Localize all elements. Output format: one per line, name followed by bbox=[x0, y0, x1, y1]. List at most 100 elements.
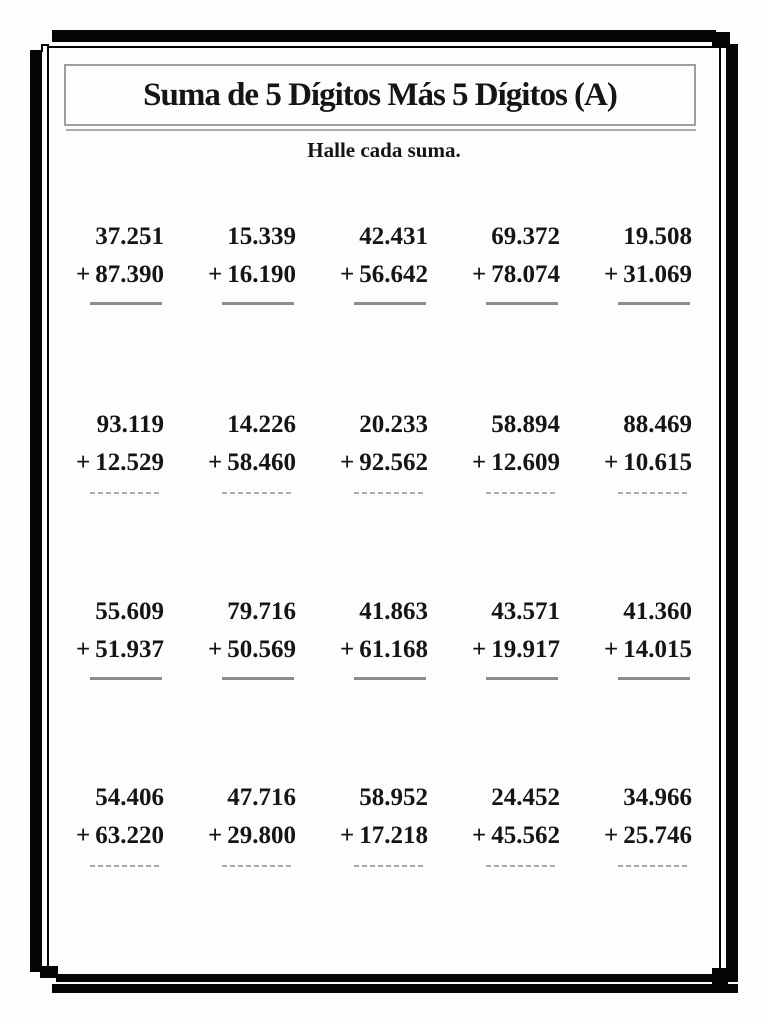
addend-bottom: 17.218 bbox=[359, 822, 428, 849]
addend-top: 24.452 bbox=[491, 784, 560, 811]
answer-line bbox=[618, 677, 690, 680]
addition-problem: 41.360 +14.015 bbox=[568, 593, 700, 680]
addend-top: 19.508 bbox=[623, 223, 692, 250]
plus-operator: + bbox=[208, 449, 223, 476]
addition-problem: 79.716 +50.569 bbox=[172, 593, 304, 680]
addend-top: 14.226 bbox=[227, 411, 296, 438]
answer-line bbox=[90, 492, 162, 494]
title-box: Suma de 5 Dígitos Más 5 Dígitos (A) bbox=[64, 64, 696, 126]
addend-bottom: 19.917 bbox=[491, 636, 560, 663]
addend-bottom: 61.168 bbox=[359, 636, 428, 663]
addition-problem: 93.119 +12.529 bbox=[40, 406, 172, 494]
addend-top: 34.966 bbox=[623, 784, 692, 811]
addend-top: 43.571 bbox=[491, 598, 560, 625]
plus-operator: + bbox=[208, 822, 223, 849]
addend-bottom: 56.642 bbox=[359, 261, 428, 288]
plus-operator: + bbox=[340, 261, 355, 288]
plus-operator: + bbox=[604, 822, 619, 849]
addend-top: 58.894 bbox=[491, 411, 560, 438]
addend-top: 47.716 bbox=[227, 784, 296, 811]
answer-line bbox=[90, 677, 162, 680]
addend-top: 54.406 bbox=[95, 784, 164, 811]
addend-top: 37.251 bbox=[95, 223, 164, 250]
addend-top: 93.119 bbox=[96, 411, 164, 438]
answer-line bbox=[354, 492, 426, 494]
addend-top: 69.372 bbox=[491, 223, 560, 250]
addend-bottom: 78.074 bbox=[491, 261, 560, 288]
plus-operator: + bbox=[76, 822, 91, 849]
addition-problem: 19.508 +31.069 bbox=[568, 218, 700, 305]
addend-top: 20.233 bbox=[359, 411, 428, 438]
addend-top: 41.863 bbox=[359, 598, 428, 625]
answer-line bbox=[222, 492, 294, 494]
plus-operator: + bbox=[340, 636, 355, 663]
answer-line bbox=[354, 677, 426, 680]
addition-problem: 34.966 +25.746 bbox=[568, 779, 700, 867]
plus-operator: + bbox=[340, 822, 355, 849]
plus-operator: + bbox=[604, 261, 619, 288]
page-title: Suma de 5 Dígitos Más 5 Dígitos (A) bbox=[143, 76, 618, 113]
addition-problem: 47.716 +29.800 bbox=[172, 779, 304, 867]
addend-top: 88.469 bbox=[623, 411, 692, 438]
plus-operator: + bbox=[76, 449, 91, 476]
answer-line bbox=[486, 492, 558, 494]
addend-bottom: 29.800 bbox=[227, 822, 296, 849]
answer-line bbox=[354, 302, 426, 305]
addend-bottom: 63.220 bbox=[95, 822, 164, 849]
plus-operator: + bbox=[604, 636, 619, 663]
answer-line bbox=[90, 302, 162, 305]
instruction-text: Halle cada suma. bbox=[307, 138, 461, 162]
addition-problem: 24.452 +45.562 bbox=[436, 779, 568, 867]
problem-row-4: 54.406 +63.220 47.716 +29.800 58.952 +17… bbox=[40, 779, 700, 867]
answer-line bbox=[90, 865, 162, 867]
addend-top: 79.716 bbox=[227, 598, 296, 625]
problem-row-1: 37.251 +87.390 15.339 +16.190 42.431 +56… bbox=[40, 218, 700, 305]
addend-bottom: 31.069 bbox=[623, 261, 692, 288]
answer-line bbox=[618, 865, 690, 867]
addend-bottom: 50.569 bbox=[227, 636, 296, 663]
addend-bottom: 25.746 bbox=[623, 822, 692, 849]
plus-operator: + bbox=[472, 822, 487, 849]
addend-top: 55.609 bbox=[95, 598, 164, 625]
addition-problem: 14.226 +58.460 bbox=[172, 406, 304, 494]
problem-row-2: 93.119 +12.529 14.226 +58.460 20.233 +92… bbox=[40, 406, 700, 494]
plus-operator: + bbox=[472, 449, 487, 476]
plus-operator: + bbox=[472, 636, 487, 663]
answer-line bbox=[354, 865, 426, 867]
addition-problem: 15.339 +16.190 bbox=[172, 218, 304, 305]
answer-line bbox=[618, 302, 690, 305]
plus-operator: + bbox=[208, 261, 223, 288]
plus-operator: + bbox=[604, 449, 619, 476]
addend-bottom: 10.615 bbox=[623, 449, 692, 476]
addition-problem: 58.952 +17.218 bbox=[304, 779, 436, 867]
addition-problem: 55.609 +51.937 bbox=[40, 593, 172, 680]
addition-problem: 20.233 +92.562 bbox=[304, 406, 436, 494]
answer-line bbox=[222, 677, 294, 680]
addend-top: 42.431 bbox=[359, 223, 428, 250]
answer-line bbox=[486, 865, 558, 867]
plus-operator: + bbox=[472, 261, 487, 288]
addend-top: 15.339 bbox=[227, 223, 296, 250]
addend-top: 58.952 bbox=[359, 784, 428, 811]
answer-line bbox=[222, 302, 294, 305]
addition-problem: 42.431 +56.642 bbox=[304, 218, 436, 305]
addition-problem: 37.251 +87.390 bbox=[40, 218, 172, 305]
addend-bottom: 16.190 bbox=[227, 261, 296, 288]
addend-bottom: 51.937 bbox=[95, 636, 164, 663]
answer-line bbox=[618, 492, 690, 494]
answer-line bbox=[486, 677, 558, 680]
addend-top: 41.360 bbox=[623, 598, 692, 625]
addition-problem: 41.863 +61.168 bbox=[304, 593, 436, 680]
addition-problem: 88.469 +10.615 bbox=[568, 406, 700, 494]
addend-bottom: 58.460 bbox=[227, 449, 296, 476]
addition-problem: 69.372 +78.074 bbox=[436, 218, 568, 305]
plus-operator: + bbox=[340, 449, 355, 476]
addition-problem: 58.894 +12.609 bbox=[436, 406, 568, 494]
plus-operator: + bbox=[76, 636, 91, 663]
addend-bottom: 14.015 bbox=[623, 636, 692, 663]
addition-problem: 43.571 +19.917 bbox=[436, 593, 568, 680]
addend-bottom: 87.390 bbox=[95, 261, 164, 288]
problem-row-3: 55.609 +51.937 79.716 +50.569 41.863 +61… bbox=[40, 593, 700, 680]
addend-bottom: 92.562 bbox=[359, 449, 428, 476]
